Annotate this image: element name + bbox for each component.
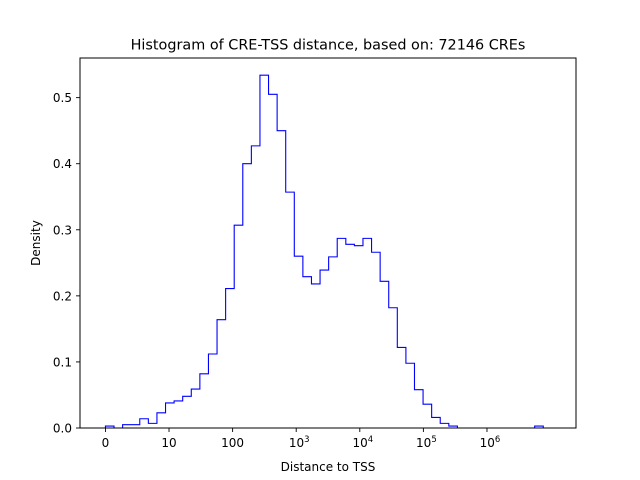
histogram-bar: [363, 238, 372, 428]
y-axis-label: Density: [29, 220, 43, 266]
histogram-bar: [320, 270, 329, 428]
histogram-bar: [183, 396, 192, 428]
histogram-bar: [226, 289, 235, 428]
histogram-bar: [157, 413, 166, 428]
y-tick-label: 0.1: [53, 355, 72, 369]
x-tick-label: 103: [289, 435, 310, 450]
histogram-bar: [269, 94, 278, 428]
histogram-bar: [380, 281, 389, 428]
histogram-bar: [234, 225, 243, 428]
y-tick-label: 0.3: [53, 223, 72, 237]
x-axis-label: Distance to TSS: [281, 460, 376, 474]
x-tick-label: 106: [480, 435, 501, 450]
histogram-bar: [311, 284, 320, 428]
histogram-bar: [346, 244, 355, 428]
histogram-bar: [423, 404, 432, 428]
chart-title: Histogram of CRE-TSS distance, based on:…: [131, 38, 526, 54]
histogram-bar: [372, 252, 381, 428]
histogram-bar: [243, 164, 252, 428]
y-tick-label: 0.2: [53, 289, 72, 303]
histogram-bar: [140, 419, 149, 428]
histogram-bar: [148, 423, 157, 428]
plot-frame: [79, 57, 577, 429]
histogram-bar: [354, 246, 363, 428]
histogram-bar: [397, 347, 406, 428]
x-tick-label: 0: [102, 436, 110, 450]
histogram-bar: [414, 390, 423, 428]
histogram-step-line: [104, 74, 552, 429]
histogram-bar: [200, 374, 209, 428]
y-tick-label: 0.0: [53, 422, 72, 436]
histogram-bar: [277, 131, 286, 428]
histogram-bar: [432, 417, 441, 428]
y-axis: 0.0 0.1 0.2 0.3 0.4 0.5: [53, 91, 80, 436]
histogram-bar: [329, 257, 338, 428]
x-axis: 0 10 100 103 104 105 106: [102, 428, 501, 450]
histogram-bar: [251, 146, 260, 428]
x-tick-label: 104: [352, 435, 373, 450]
histogram-bar: [406, 363, 415, 428]
histogram-bar: [217, 320, 226, 428]
histogram-bar: [389, 308, 398, 428]
histogram-bar: [191, 389, 200, 428]
histogram-bar: [337, 238, 346, 428]
x-tick-label: 105: [416, 435, 437, 450]
histogram-bar: [303, 277, 312, 428]
x-tick-label: 10: [161, 436, 176, 450]
histogram-bar: [260, 75, 269, 428]
histogram-bar: [286, 192, 295, 428]
y-tick-label: 0.5: [53, 91, 72, 105]
histogram-bar: [208, 354, 217, 428]
y-tick-label: 0.4: [53, 157, 72, 171]
histogram-bar: [294, 256, 303, 428]
histogram-bar: [174, 401, 183, 428]
histogram-bar: [440, 423, 449, 428]
histogram-bar: [166, 403, 175, 428]
x-tick-label: 100: [221, 436, 244, 450]
